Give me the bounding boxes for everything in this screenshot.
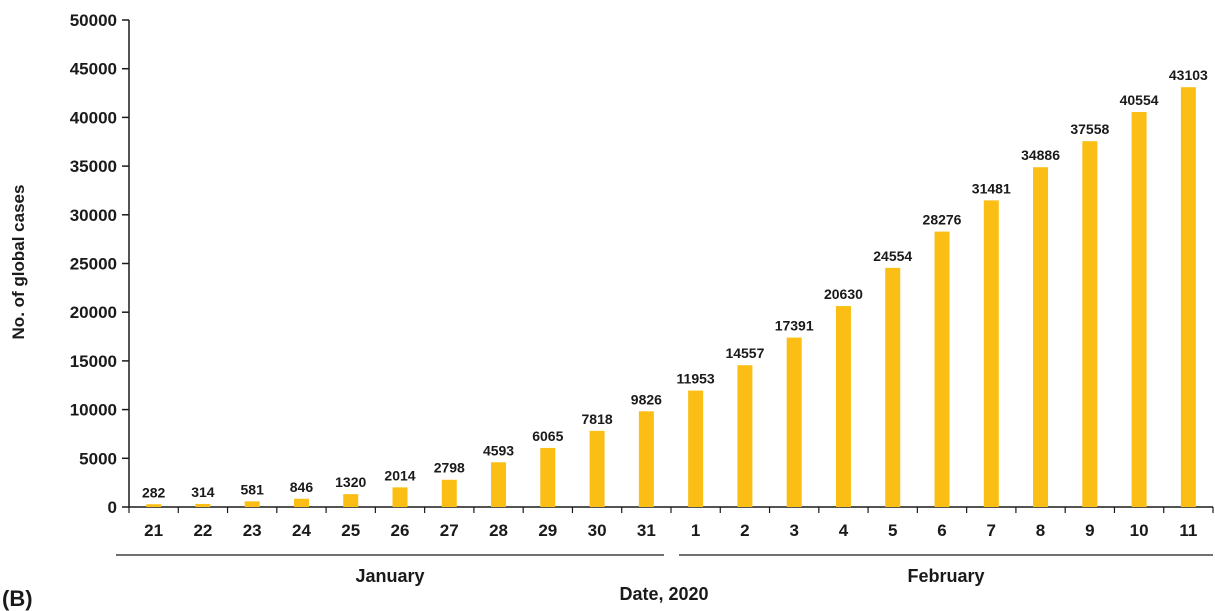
bar [984,200,999,507]
bar-value-label: 34886 [1021,147,1060,163]
bar [737,365,752,507]
x-tick-label: 11 [1179,521,1197,540]
bar-value-label: 581 [241,481,265,497]
bar [590,431,605,507]
bar [688,391,703,507]
x-tick-label: 9 [1085,521,1094,540]
bar-value-label: 846 [290,479,314,495]
chart-data-labels: 2822131422581238462413202520142627982745… [142,67,1208,540]
bar-value-label: 37558 [1070,121,1109,137]
x-tick-label: 10 [1130,521,1149,540]
x-tick-label: 28 [489,521,508,540]
bar-value-label: 7818 [582,411,613,427]
bar [146,504,161,507]
bar-value-label: 2798 [434,460,465,476]
bar [245,501,260,507]
x-tick-label: 1 [691,521,700,540]
bar [540,448,555,507]
bar-value-label: 20630 [824,286,863,302]
y-tick-label: 25000 [70,255,117,274]
y-tick-label: 20000 [70,303,117,322]
x-tick-label: 27 [440,521,459,540]
x-tick-label: 29 [538,521,557,540]
month-groups: January February [116,555,1213,586]
bar-value-label: 11953 [677,371,715,387]
month-group-label: February [907,566,984,586]
bar-value-label: 43103 [1169,67,1208,83]
bar [639,411,654,507]
bar-value-label: 40554 [1120,92,1159,108]
bar-value-label: 28276 [923,212,962,228]
x-tick-label: 30 [588,521,607,540]
x-tick-label: 6 [937,521,946,540]
bar [393,487,408,507]
y-tick-label: 15000 [70,352,117,371]
bar [885,268,900,507]
x-tick-label: 24 [292,521,311,540]
y-tick-label: 45000 [70,60,117,79]
bar-value-label: 9826 [631,391,662,407]
bar-value-label: 1320 [335,474,366,490]
x-tick-label: 7 [987,521,996,540]
bar [935,232,950,507]
x-tick-label: 8 [1036,521,1045,540]
bar-value-label: 4593 [483,442,514,458]
y-tick-label: 0 [108,498,117,517]
bar-value-label: 24554 [873,248,912,264]
bar [442,480,457,507]
x-tick-label: 26 [391,521,410,540]
x-tick-label: 2 [740,521,749,540]
x-tick-label: 21 [144,521,163,540]
bar [1033,167,1048,507]
bar [1132,112,1147,507]
y-tick-label: 50000 [70,11,117,30]
bar [836,306,851,507]
y-tick-label: 5000 [79,449,117,468]
y-tick-label: 10000 [70,401,117,420]
bar [1082,141,1097,507]
bar [787,338,802,507]
bar [294,499,309,507]
bar [195,504,210,507]
bar-value-label: 2014 [384,467,415,483]
y-tick-label: 30000 [70,206,117,225]
x-tick-label: 5 [888,521,897,540]
bar-value-label: 314 [191,484,215,500]
bar-value-label: 17391 [775,318,814,334]
y-tick-label: 35000 [70,157,117,176]
bar-value-label: 282 [142,484,166,500]
bar [491,462,506,507]
bar-value-label: 14557 [725,345,764,361]
x-axis-label: Date, 2020 [619,584,708,604]
bar [343,494,358,507]
x-tick-label: 25 [341,521,360,540]
x-tick-label: 22 [193,521,212,540]
x-tick-label: 4 [839,521,849,540]
month-group-label: January [355,566,424,586]
x-tick-label: 23 [243,521,262,540]
bar-value-label: 6065 [532,428,563,444]
bar [1181,87,1196,507]
x-tick-label: 3 [789,521,798,540]
y-tick-label: 40000 [70,108,117,127]
bar-value-label: 31481 [972,180,1011,196]
y-axis-label: No. of global cases [9,185,28,340]
x-tick-label: 31 [637,521,656,540]
